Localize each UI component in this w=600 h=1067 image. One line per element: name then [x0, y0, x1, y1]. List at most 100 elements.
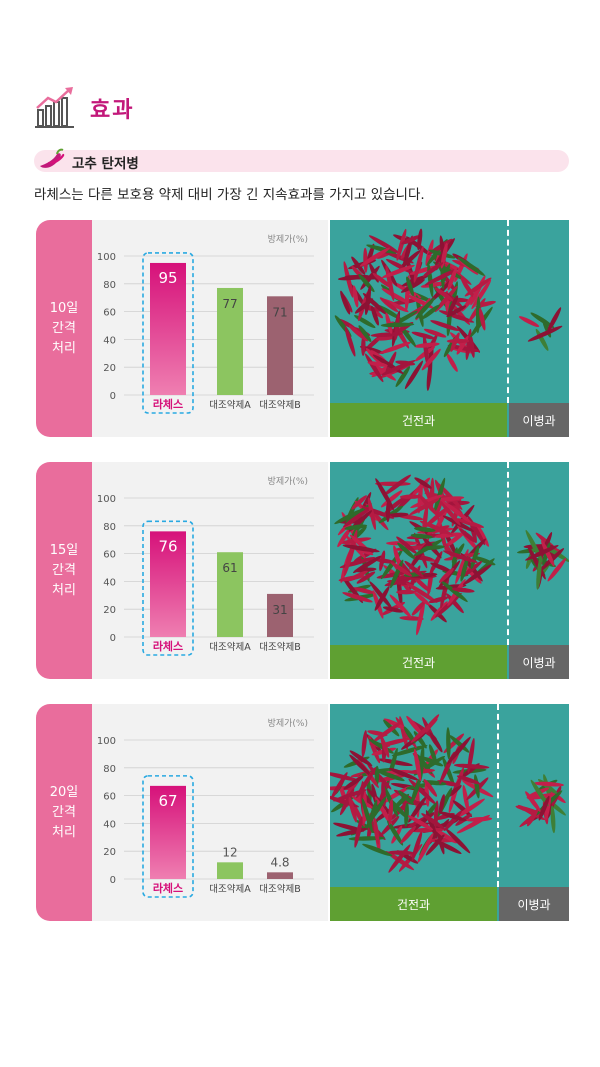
- subsection-title: 고추 탄저병: [72, 156, 139, 172]
- highlight-frame: [142, 252, 194, 414]
- pepper-shape: [404, 802, 409, 827]
- pepper-shape: [473, 556, 496, 566]
- pepper-shape: [403, 726, 416, 744]
- pepper-shape: [423, 506, 450, 529]
- bar-control-a: [217, 862, 243, 879]
- pepper-shape: [518, 316, 540, 328]
- pepper-shape: [344, 326, 356, 357]
- pepper-shape: [364, 285, 372, 316]
- pepper-shape: [439, 500, 461, 526]
- interval-days: 10일: [49, 300, 79, 316]
- pepper-shape: [368, 735, 381, 764]
- pepper-shape: [379, 550, 386, 572]
- treatment-word: 처리: [52, 340, 76, 356]
- bar-control-b: [267, 872, 293, 879]
- pepper-shape: [410, 533, 433, 539]
- pepper-shape: [544, 792, 552, 821]
- trial-panel-20day: 20일 간격 처리 방제가(%) 0 20 40 60 80 100 67 라체스 12 대조약제A…: [36, 704, 569, 921]
- pepper-shape: [400, 825, 417, 844]
- bar-laches: [150, 262, 186, 395]
- pepper-shape: [446, 305, 467, 318]
- efficacy-bar-chart: 방제가(%) 0 20 40 60 80 100 95 라체스 77 대조약제A 71 대조약제B: [97, 234, 314, 414]
- pepper-shape: [442, 756, 455, 787]
- pepper-shape: [396, 228, 407, 261]
- pepper-shape: [415, 297, 435, 320]
- pepper-shape: [400, 279, 425, 293]
- pepper-shape: [367, 361, 388, 367]
- pepper-shape: [413, 246, 424, 283]
- pepper-shape: [408, 778, 437, 805]
- interval-days: 15일: [49, 542, 79, 558]
- bar-control-a: [217, 552, 243, 637]
- pepper-shape: [407, 815, 434, 831]
- pepper-shape: [471, 279, 492, 310]
- pepper-shape: [387, 850, 415, 855]
- pepper-shape: [401, 235, 421, 245]
- highlight-frame: [142, 520, 194, 656]
- value-label: 76: [158, 537, 177, 555]
- pepper-shape: [423, 778, 438, 797]
- pepper-shape: [333, 822, 365, 832]
- pepper-shape: [399, 716, 409, 750]
- pepper-shape: [443, 530, 467, 548]
- pepper-shape: [351, 495, 368, 510]
- pepper-shape: [533, 781, 564, 787]
- pepper-shape: [352, 285, 359, 308]
- category-label: 라체스: [153, 881, 183, 895]
- pepper-shape: [358, 325, 372, 342]
- y-tick-label: 40: [103, 577, 116, 588]
- diseased-fruit-label: 이병과: [499, 887, 569, 921]
- pepper-shape: [413, 576, 431, 593]
- pepper-shape: [349, 754, 372, 777]
- interval-label: 10일 간격 처리: [36, 220, 92, 437]
- pepper-shape: [428, 744, 437, 764]
- pepper-shape: [387, 820, 404, 846]
- pepper-shape: [454, 518, 485, 528]
- pepper-shape: [374, 558, 395, 564]
- pepper-shape: [399, 616, 424, 621]
- treatment-word: 처리: [52, 582, 76, 598]
- pepper-shape: [391, 745, 428, 757]
- pepper-shape: [430, 320, 460, 331]
- interval-word: 간격: [52, 804, 76, 820]
- pepper-shape: [405, 582, 438, 603]
- pepper-shape: [425, 834, 445, 856]
- pepper-shape: [414, 527, 436, 532]
- pepper-shape: [411, 830, 423, 862]
- pepper-photo: 건전과 이병과: [330, 704, 569, 921]
- category-label: 대조약제A: [209, 883, 251, 895]
- pepper-shape: [359, 247, 390, 267]
- pepper-shape: [344, 524, 368, 530]
- pepper-shape: [547, 558, 567, 582]
- pepper-shape: [443, 733, 465, 754]
- healthy-fruit-label: 건전과: [330, 645, 507, 679]
- pepper-shape: [374, 585, 390, 611]
- y-tick-label: 40: [103, 335, 116, 346]
- y-tick-label: 100: [97, 252, 116, 263]
- pepper-shape: [448, 295, 459, 315]
- pepper-shape: [348, 325, 369, 342]
- y-tick-label: 20: [103, 605, 116, 616]
- pepper-shape: [462, 564, 492, 586]
- y-tick-label: 80: [103, 764, 116, 775]
- pepper-shape: [395, 366, 411, 388]
- pepper-shape: [373, 721, 402, 742]
- pepper-shape: [421, 304, 440, 320]
- pepper-shape: [342, 592, 373, 603]
- pepper-shape: [422, 334, 430, 368]
- category-label: 대조약제B: [259, 883, 300, 895]
- pepper-shape: [430, 562, 453, 573]
- bar-laches: [150, 531, 186, 637]
- pepper-shape: [388, 767, 419, 781]
- section-description: 라체스는 다른 보호용 약제 대비 가장 긴 지속효과를 가지고 있습니다.: [34, 187, 425, 203]
- pepper-shape: [361, 335, 366, 356]
- pepper-shape: [379, 297, 399, 313]
- pepper-shape: [376, 304, 402, 320]
- pepper-photo: 건전과 이병과: [330, 220, 569, 437]
- pepper-shape: [417, 228, 423, 251]
- pepper-shape: [380, 735, 390, 758]
- pepper-shape: [393, 545, 401, 568]
- pepper-shape: [464, 277, 492, 297]
- pepper-shape: [338, 574, 365, 582]
- pepper-shape: [364, 353, 384, 383]
